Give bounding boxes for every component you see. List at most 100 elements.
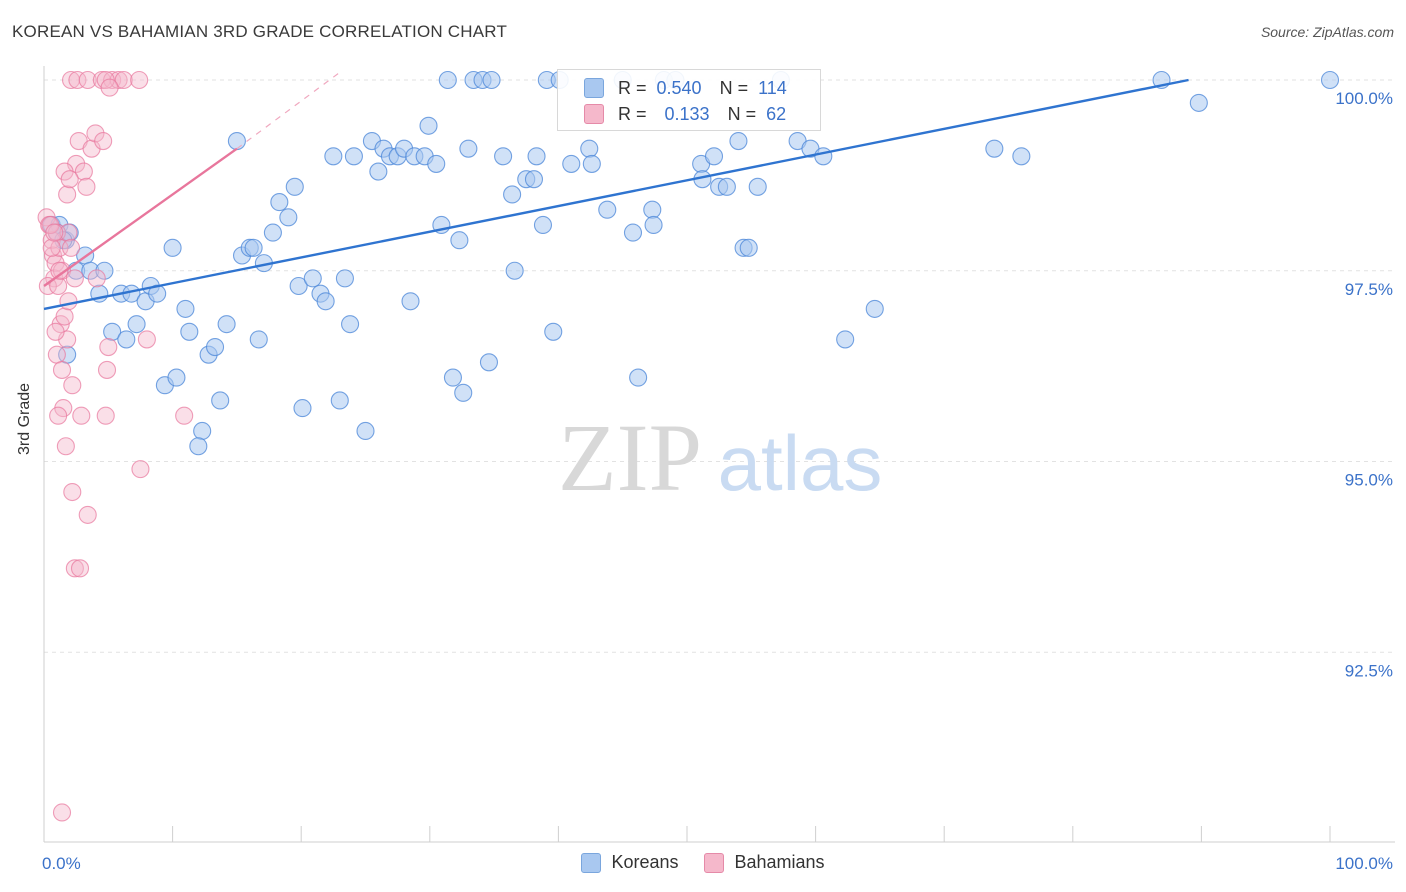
data-point-korean bbox=[865, 299, 884, 318]
data-point-korean bbox=[189, 437, 208, 456]
data-point-bahamian bbox=[47, 345, 66, 364]
data-point-korean bbox=[562, 154, 581, 173]
data-point-bahamian bbox=[99, 337, 118, 357]
data-point-korean bbox=[503, 185, 522, 204]
data-point-korean bbox=[176, 299, 195, 318]
data-point-korean bbox=[643, 200, 662, 219]
data-point-korean bbox=[263, 223, 282, 242]
data-point-korean bbox=[127, 315, 146, 334]
series-legend: Koreans Bahamians bbox=[0, 852, 1406, 873]
data-point-bahamian bbox=[45, 223, 64, 242]
trendlines bbox=[43, 71, 1189, 311]
data-point-bahamian bbox=[72, 406, 91, 425]
data-point-bahamian bbox=[97, 360, 117, 379]
data-point-korean bbox=[344, 147, 363, 166]
data-point-korean bbox=[285, 177, 304, 196]
legend-item-koreans: Koreans bbox=[581, 852, 678, 873]
legend-r-value: 0.133 bbox=[664, 103, 710, 124]
data-point-bahamian bbox=[78, 505, 97, 524]
data-point-korean bbox=[303, 269, 322, 288]
data-point-korean bbox=[482, 70, 501, 90]
data-point-korean bbox=[729, 131, 748, 151]
data-point-korean bbox=[211, 391, 230, 410]
data-point-korean bbox=[443, 368, 462, 387]
legend-r-value: 0.540 bbox=[656, 77, 702, 98]
x-tick-label: 0.0% bbox=[42, 854, 81, 873]
data-point-bahamian bbox=[74, 162, 93, 181]
data-point-korean bbox=[494, 147, 513, 166]
watermark-zip: ZIP bbox=[558, 404, 702, 511]
legend-n-label: N = bbox=[727, 103, 757, 124]
data-point-korean bbox=[644, 215, 663, 235]
data-point-bahamian bbox=[77, 177, 96, 196]
legend-swatch-koreans bbox=[581, 852, 602, 873]
data-point-bahamian bbox=[68, 70, 87, 90]
y-tick-label: 92.5% bbox=[1345, 661, 1393, 680]
data-point-bahamian bbox=[96, 406, 115, 425]
data-point-korean bbox=[227, 131, 246, 151]
data-point-bahamian bbox=[100, 78, 119, 97]
data-point-korean bbox=[580, 139, 599, 158]
legend-label-bahamians: Bahamians bbox=[734, 852, 825, 872]
y-tick-label: 100.0% bbox=[1335, 89, 1393, 108]
data-point-bahamian bbox=[65, 269, 84, 288]
gridlines bbox=[44, 79, 1395, 653]
data-point-bahamian bbox=[58, 185, 77, 204]
data-point-korean bbox=[324, 147, 343, 166]
data-point-korean bbox=[524, 170, 544, 189]
data-point-bahamian bbox=[60, 170, 79, 189]
data-point-korean bbox=[356, 421, 375, 441]
data-point-korean bbox=[544, 322, 563, 341]
data-point-korean bbox=[335, 269, 354, 288]
y-axis-label: 3rd Grade bbox=[16, 382, 33, 455]
data-point-bahamian bbox=[38, 276, 57, 296]
watermark-atlas: atlas bbox=[718, 419, 883, 507]
data-point-bahamian bbox=[52, 360, 72, 379]
data-point-korean bbox=[739, 238, 758, 257]
x-tick-label: 100.0% bbox=[1335, 854, 1393, 873]
data-point-korean bbox=[814, 147, 833, 166]
data-point-bahamian bbox=[94, 131, 113, 151]
data-point-korean bbox=[163, 238, 182, 257]
data-point-korean bbox=[369, 162, 388, 181]
watermark: ZIP atlas bbox=[558, 404, 882, 511]
data-point-korean bbox=[279, 208, 298, 227]
data-point-korean bbox=[293, 399, 312, 418]
data-point-bahamian bbox=[55, 307, 74, 326]
data-point-korean bbox=[316, 292, 335, 311]
y-tick-label: 97.5% bbox=[1345, 280, 1393, 299]
koreans-series bbox=[42, 70, 1340, 456]
data-point-korean bbox=[103, 322, 122, 341]
tick-labels: 92.5% 95.0% 97.5% 100.0% 0.0% 100.0% bbox=[42, 89, 1393, 873]
data-point-bahamian bbox=[65, 559, 84, 578]
data-point-korean bbox=[401, 292, 420, 311]
trendline-bahamians bbox=[43, 147, 238, 287]
legend-item-bahamians: Bahamians bbox=[704, 852, 825, 873]
data-point-korean bbox=[1012, 147, 1031, 166]
trendline-koreans bbox=[43, 78, 1189, 311]
data-point-korean bbox=[454, 383, 473, 402]
legend-swatch-bahamians bbox=[584, 104, 604, 124]
data-point-korean bbox=[180, 322, 199, 341]
data-point-korean bbox=[479, 353, 499, 372]
axes bbox=[43, 66, 1395, 843]
data-point-bahamian bbox=[61, 238, 81, 257]
data-point-bahamian bbox=[63, 376, 82, 395]
data-point-bahamian bbox=[49, 406, 68, 425]
legend-n-value: 114 bbox=[758, 77, 787, 98]
data-point-korean bbox=[505, 261, 524, 280]
data-point-bahamian bbox=[42, 238, 61, 257]
data-point-bahamian bbox=[78, 70, 97, 90]
data-point-korean bbox=[427, 154, 446, 173]
data-point-bahamian bbox=[70, 559, 90, 578]
chart-title: KOREAN VS BAHAMIAN 3RD GRADE CORRELATION… bbox=[12, 22, 508, 41]
data-point-bahamian bbox=[63, 482, 82, 502]
data-point-bahamian bbox=[130, 70, 149, 90]
data-point-bahamian bbox=[56, 437, 75, 456]
bahamians-series bbox=[37, 70, 194, 822]
correlation-legend: R = 0.540 N = 114 R = 0.133 N = 62 bbox=[557, 69, 821, 131]
data-point-korean bbox=[205, 337, 225, 357]
data-point-korean bbox=[167, 368, 186, 387]
data-point-korean bbox=[330, 391, 349, 410]
legend-n-value: 62 bbox=[766, 103, 787, 124]
